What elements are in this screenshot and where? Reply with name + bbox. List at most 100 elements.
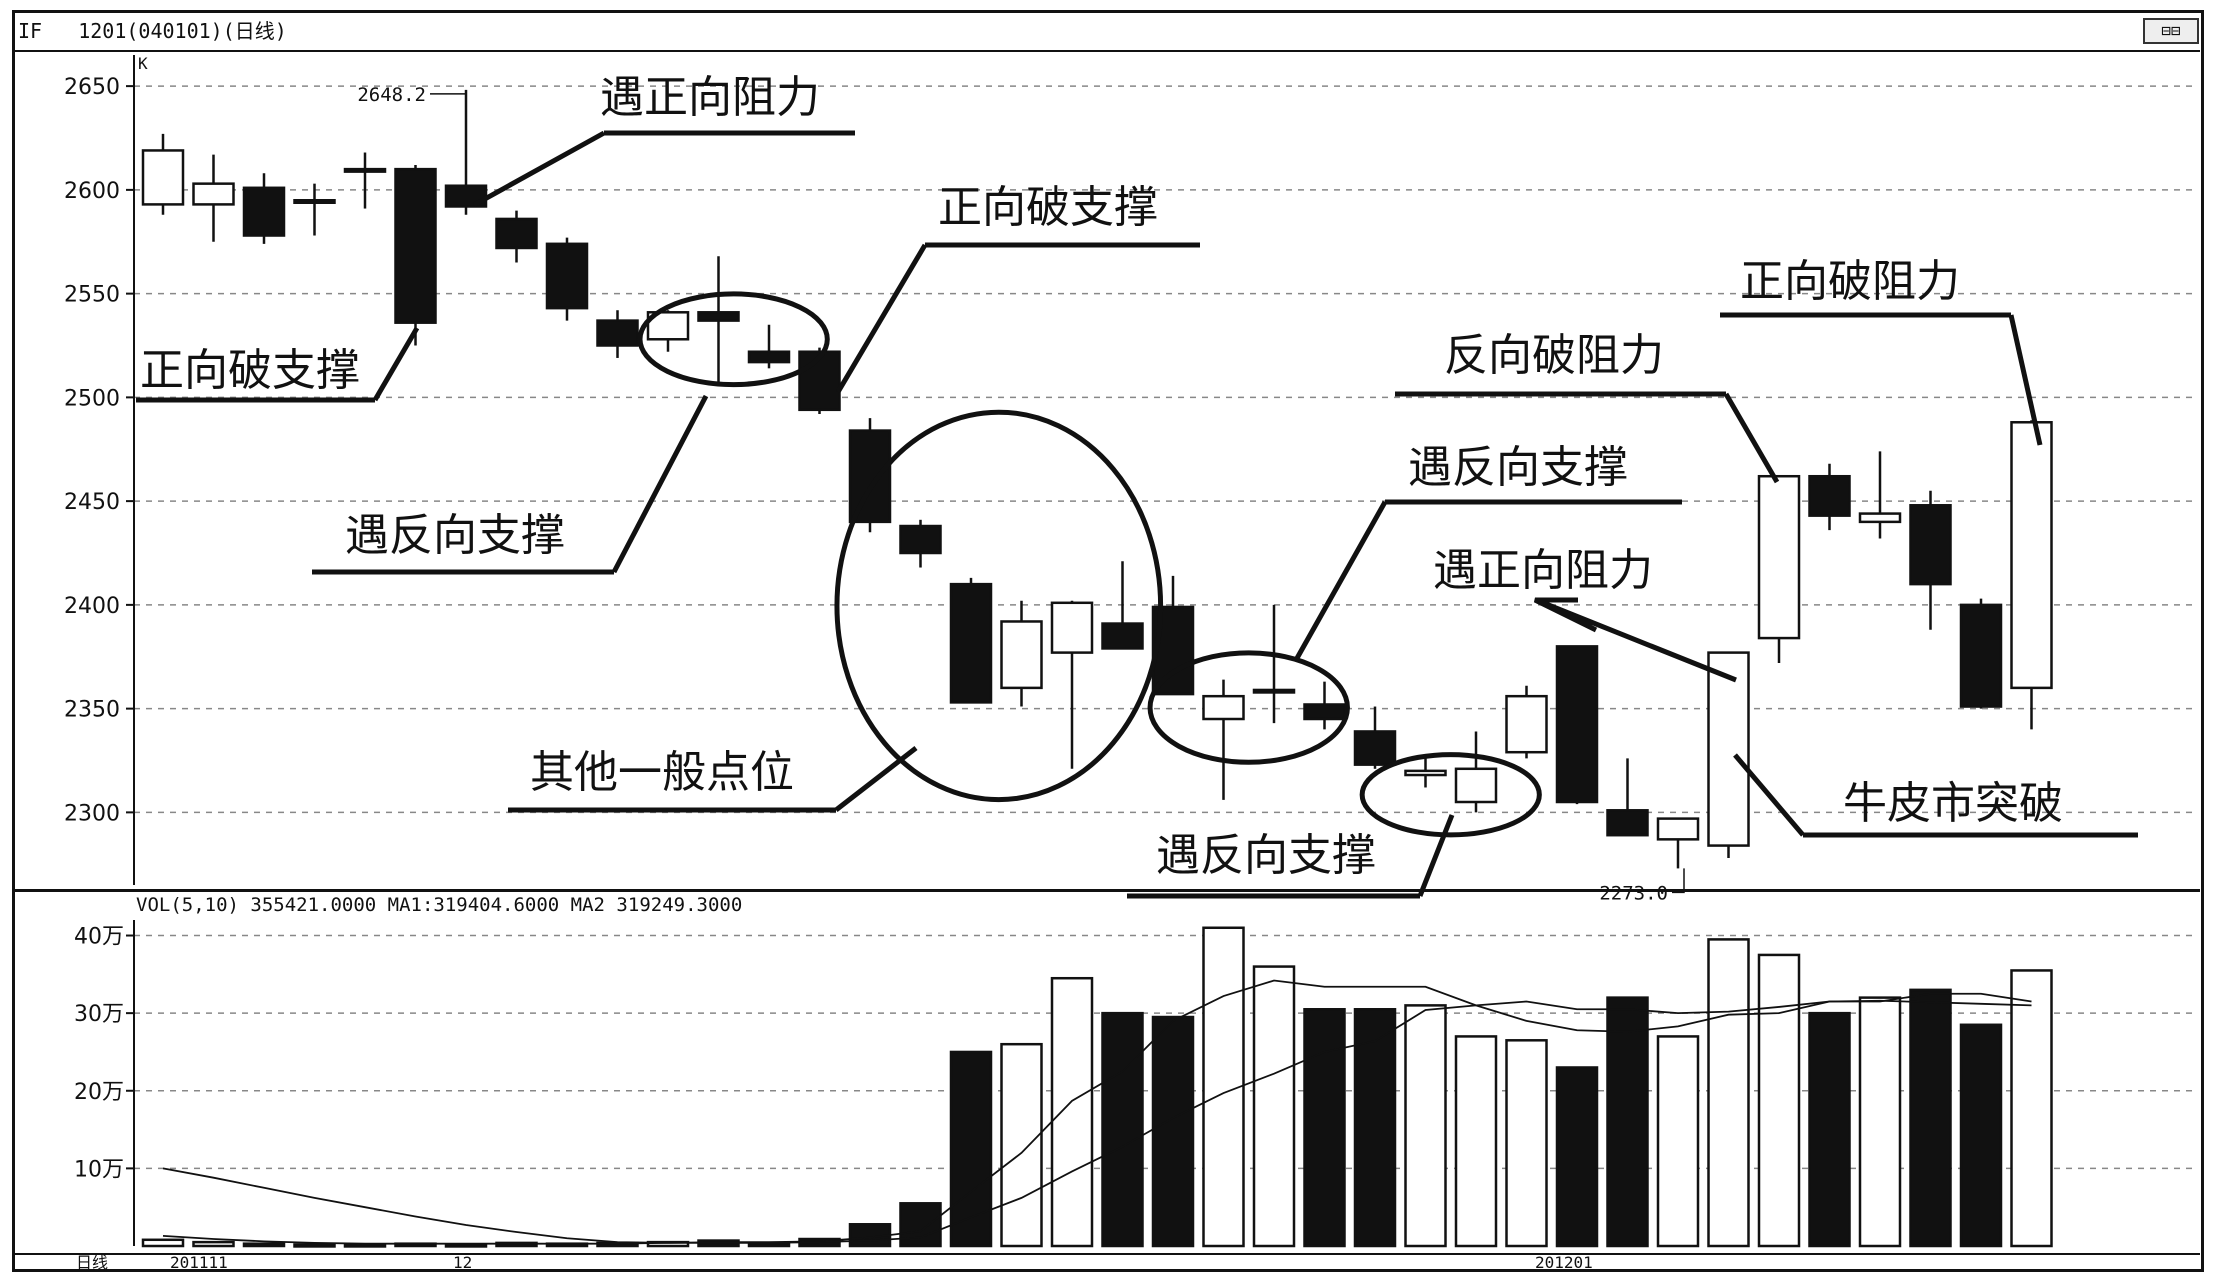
candle-body xyxy=(1252,688,1296,694)
callout-ellipse xyxy=(637,291,830,388)
price-tick-label: 2300 xyxy=(64,801,120,826)
title-separator xyxy=(14,50,2200,52)
volume-bar xyxy=(1505,1039,1548,1248)
candle-body xyxy=(1858,512,1902,524)
candle-body xyxy=(293,199,336,204)
annotation-leader xyxy=(1293,500,1388,662)
candle-body xyxy=(1303,703,1346,721)
axis-separator xyxy=(14,1253,2200,1255)
volume-bar xyxy=(343,1243,387,1248)
candle-body xyxy=(1656,817,1700,841)
high-marker-label: 2648.2 xyxy=(357,84,426,106)
candle-body xyxy=(1909,504,1952,586)
candle-body xyxy=(545,242,589,310)
annotation-leader xyxy=(1733,753,1805,837)
volume-bar xyxy=(141,1238,185,1248)
candle-body xyxy=(1454,767,1498,804)
volume-bar xyxy=(1555,1066,1599,1248)
volume-bar xyxy=(1454,1035,1498,1248)
candle-body xyxy=(192,182,235,206)
candle-body xyxy=(1555,645,1599,804)
annotation-label: 牛皮市突破 xyxy=(1843,778,2063,829)
volume-bar xyxy=(949,1050,993,1248)
callout-ellipse xyxy=(1147,650,1350,765)
annotation-label: 其他一般点位 xyxy=(530,747,794,798)
annotation-leader xyxy=(834,746,918,812)
volume-bar xyxy=(242,1242,286,1248)
volume-bar xyxy=(1909,988,1952,1248)
annotation-leader xyxy=(2008,314,2043,446)
panel-separator xyxy=(14,889,2200,892)
annotation-label: 反向破阻力 xyxy=(1444,330,1664,381)
candle-body xyxy=(394,167,437,324)
annotation-label: 遇反向支撑 xyxy=(345,510,565,561)
volume-ma2-line xyxy=(162,999,2032,1244)
candle-body xyxy=(1505,694,1548,754)
price-tick-label: 2350 xyxy=(64,698,120,723)
candle-body xyxy=(1050,601,1094,654)
candle-body xyxy=(899,524,942,555)
volume-bar xyxy=(1959,1023,2003,1248)
volume-bar xyxy=(1606,996,1649,1248)
price-tick-label: 2500 xyxy=(64,386,120,411)
annotation-leader xyxy=(1417,814,1455,897)
volume-bar xyxy=(1101,1011,1144,1248)
candle-body xyxy=(697,311,740,322)
candle-body xyxy=(141,149,185,206)
candle-body xyxy=(596,319,639,347)
low-marker-line xyxy=(1672,868,1685,894)
candle-body xyxy=(343,167,387,173)
annotation-label: 遇正向阻力 xyxy=(1433,545,1653,596)
volume-bar xyxy=(192,1240,235,1248)
volume-bar xyxy=(444,1243,488,1248)
volume-bar xyxy=(293,1243,336,1248)
volume-tick-label: 40万 xyxy=(74,925,124,950)
annotation-label: 遇反向支撑 xyxy=(1408,442,1628,493)
x-tick-label: 201111 xyxy=(170,1253,228,1272)
window-layout-button[interactable]: ⊟⊟ xyxy=(2143,18,2199,44)
price-tick-label: 2550 xyxy=(64,283,120,308)
candle-body xyxy=(949,582,993,704)
candle-body xyxy=(1606,809,1649,837)
candle-body xyxy=(495,217,538,250)
candle-body xyxy=(1404,769,1447,777)
candle-body xyxy=(1808,474,1851,517)
annotation-leader xyxy=(1723,392,1780,484)
annotation-leader xyxy=(372,326,420,402)
volume-tick-label: 10万 xyxy=(74,1157,124,1182)
annotation-leader xyxy=(1533,597,1737,683)
price-panel-label: K xyxy=(138,54,148,73)
volume-tick-label: 20万 xyxy=(74,1080,124,1105)
x-axis-label: 日线 xyxy=(76,1253,109,1272)
candle-body xyxy=(2010,421,2053,690)
volume-indicator-info: VOL(5,10) 355421.0000 MA1:319404.6000 MA… xyxy=(136,894,743,916)
candle-body xyxy=(242,186,286,237)
price-tick-label: 2400 xyxy=(64,594,120,619)
price-tick-label: 2450 xyxy=(64,490,120,515)
volume-ma1-line xyxy=(162,979,2032,1245)
volume-bar xyxy=(1707,938,1750,1248)
candle-body xyxy=(1202,694,1245,721)
chart-window xyxy=(12,10,2204,1272)
volume-bar xyxy=(899,1202,942,1248)
x-tick-label: 12 xyxy=(453,1253,473,1272)
volume-bar xyxy=(1353,1008,1397,1248)
volume-tick-label: 30万 xyxy=(74,1002,124,1027)
volume-bar xyxy=(1303,1008,1346,1248)
volume-bar xyxy=(1050,976,1094,1248)
callout-ellipse xyxy=(1359,752,1542,838)
candle-body xyxy=(1707,651,1750,847)
annotation-leader xyxy=(472,130,606,208)
volume-bar xyxy=(1000,1042,1043,1248)
volume-bar xyxy=(1404,1004,1447,1248)
low-marker-label: 2273.0 xyxy=(1599,882,1668,904)
window-title: IF 1201(040101)(日线) xyxy=(18,19,287,43)
x-tick-label: 201201 xyxy=(1535,1253,1593,1272)
volume-bar xyxy=(1151,1015,1195,1248)
volume-bar xyxy=(1252,965,1296,1248)
volume-bar xyxy=(1656,1035,1700,1248)
annotation-label: 遇正向阻力 xyxy=(600,72,820,123)
candle-body xyxy=(747,350,791,364)
candle-body xyxy=(1101,622,1144,650)
